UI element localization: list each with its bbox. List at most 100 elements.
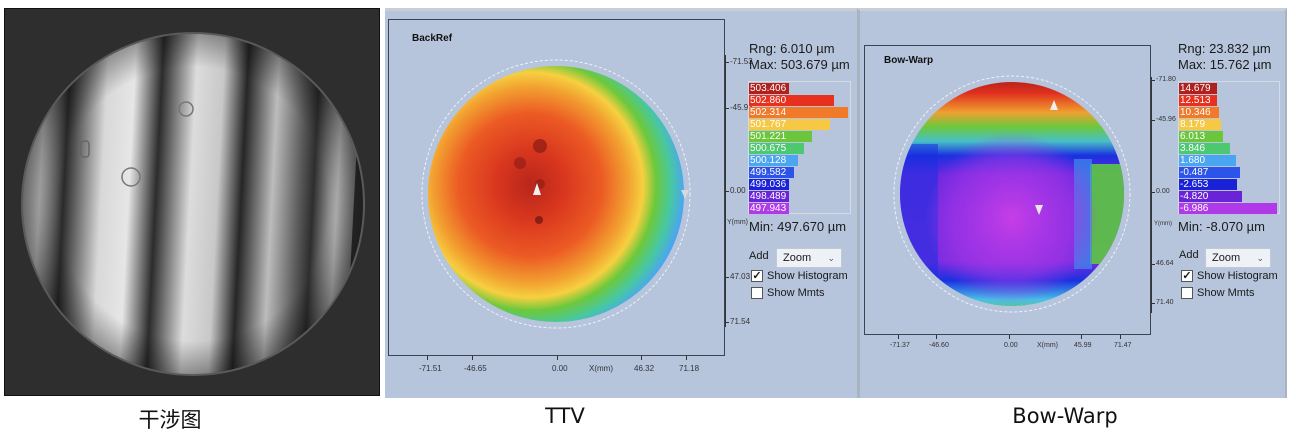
ttv-ytick-label: 0.00 [730,186,746,195]
histogram-row: 500.675 [749,143,848,154]
histogram-row: 498.489 [749,191,848,202]
bw-xtick-mark [898,335,899,339]
histogram-bin-label: 499.036 [749,179,789,190]
bw-min-readout: Min: -8.070 µm [1178,219,1265,234]
ttv-add-select-value: Zoom [783,252,812,264]
bw-ytick-label: -71.80 [1156,76,1176,83]
ttv-xtick-label: 46.32 [634,364,655,373]
ttv-marker-edge [681,190,689,199]
ttv-surface-map[interactable] [420,58,696,334]
histogram-row: 499.582 [749,167,848,178]
histogram-row: 501.767 [749,119,848,130]
histogram-bin-label: 501.221 [749,131,789,142]
ttv-xtick-mark [427,356,428,360]
bow-warp-surface-map[interactable] [892,74,1132,314]
bow-warp-marker-min [1035,205,1043,215]
chevron-down-icon: ⌄ [1256,253,1264,263]
histogram-bin-label: 501.767 [749,119,789,130]
ttv-histogram: 503.406 502.860 502.314 501.767 501.221 500.6… [748,81,851,214]
histogram-bin-label: 10.346 [1179,107,1217,118]
histogram-bin-label: 8.179 [1179,119,1217,130]
ttv-show-histogram-checkbox[interactable]: ✓ Show Histogram [751,270,848,282]
bw-ytick-label: -45.96 [1156,116,1176,123]
bw-ytick-mark [1151,192,1155,193]
ttv-max-readout: Max: 503.679 µm [749,57,850,72]
ttv-xtick-mark [641,356,642,360]
histogram-bin-label: -6.986 [1179,203,1217,214]
histogram-row: -2.653 [1179,179,1277,190]
bw-xtick-label: -71.37 [890,342,910,349]
chevron-down-icon: ⌄ [827,253,835,263]
histogram-bin-label: 3.846 [1179,143,1217,154]
bw-xaxis-label: X(mm) [1037,342,1058,349]
bow-warp-plot-title: Bow-Warp [884,55,934,66]
ttv-ytick-label: -45.93 [730,103,753,112]
checkbox-checked-icon[interactable]: ✓ [751,270,763,282]
histogram-bin-label: -4.820 [1179,191,1217,202]
ttv-show-histogram-label: Show Histogram [767,270,848,282]
ttv-ytick-label: 71.54 [730,317,751,326]
histogram-row: 503.406 [749,83,848,94]
ttv-xtick-mark [557,356,558,360]
interferogram-image [4,8,380,396]
ttv-ytick-mark [725,108,729,109]
histogram-row: -6.986 [1179,203,1277,214]
bw-xtick-mark [1081,335,1082,339]
histogram-bin-label: 500.675 [749,143,789,154]
histogram-bin-label: 6.013 [1179,131,1217,142]
bw-max-readout: Max: 15.762 µm [1178,57,1272,72]
ttv-marker-center [533,183,541,195]
histogram-bin-label: 12.513 [1179,95,1217,106]
histogram-row: 501.221 [749,131,848,142]
histogram-row: 500.128 [749,155,848,166]
histogram-row: 12.513 [1179,95,1277,106]
histogram-bar [1179,203,1277,214]
bw-xtick-label: -46.60 [929,342,949,349]
bw-xtick-label: 71.47 [1114,342,1132,349]
checkbox-unchecked-icon[interactable] [1181,287,1193,299]
histogram-row: 502.314 [749,107,848,118]
checkbox-unchecked-icon[interactable] [751,287,763,299]
histogram-bin-label: 497.943 [749,203,789,214]
bw-ytick-label: 71.40 [1156,299,1174,306]
histogram-bin-label: 500.128 [749,155,789,166]
histogram-row: 502.860 [749,95,848,106]
histogram-bin-label: 503.406 [749,83,789,94]
bw-xtick-mark [936,335,937,339]
ttv-add-select[interactable]: Zoom ⌄ [776,248,842,268]
ttv-panel: BackRef [385,8,857,398]
histogram-row: -4.820 [1179,191,1277,202]
bw-yaxis-label: Y(mm) [1154,221,1172,227]
bw-range-readout: Rng: 23.832 µm [1178,41,1271,56]
ttv-xtick-label: -46.65 [464,364,487,373]
bw-histogram: 14.679 12.513 10.346 8.179 6.013 3.846 1.680 -0… [1178,81,1280,214]
histogram-bar [749,119,830,130]
histogram-row: 1.680 [1179,155,1277,166]
bw-ytick-mark [1151,264,1155,265]
ttv-xtick-label: 71.18 [679,364,700,373]
bw-ytick-label: 0.00 [1156,188,1170,195]
ttv-ytick-mark [725,62,729,63]
histogram-row: 6.013 [1179,131,1277,142]
histogram-bar [749,95,834,106]
histogram-row: -0.487 [1179,167,1277,178]
ttv-xtick-label: 0.00 [552,364,568,373]
bw-ytick-mark [1151,80,1155,81]
bw-show-mmts-checkbox[interactable]: Show Mmts [1181,287,1254,299]
checkbox-checked-icon[interactable]: ✓ [1181,270,1193,282]
histogram-row: 3.846 [1179,143,1277,154]
bw-show-histogram-checkbox[interactable]: ✓ Show Histogram [1181,270,1278,282]
histogram-row: 10.346 [1179,107,1277,118]
bw-xtick-mark [1120,335,1121,339]
bow-warp-marker-max [1050,100,1058,110]
ttv-show-mmts-checkbox[interactable]: Show Mmts [751,287,824,299]
bw-add-label: Add [1179,249,1199,261]
histogram-bin-label: 14.679 [1179,83,1217,94]
caption-interferogram: 干涉图 [138,408,202,432]
ttv-add-label: Add [749,250,769,262]
bw-ytick-mark [1151,120,1155,121]
histogram-row: 8.179 [1179,119,1277,130]
bw-add-select[interactable]: Zoom ⌄ [1205,248,1271,268]
bw-xtick-mark [1009,335,1010,339]
